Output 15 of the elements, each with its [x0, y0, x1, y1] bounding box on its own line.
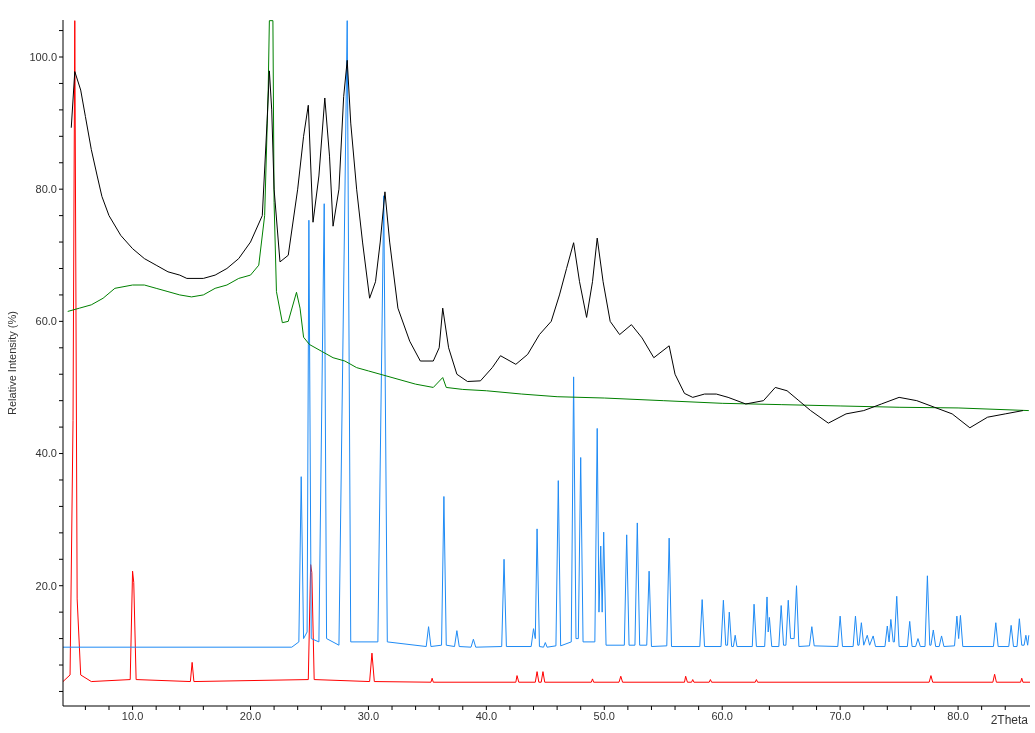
x-tick-label: 30.0: [357, 709, 380, 722]
x-tick-label: 70.0: [829, 709, 851, 722]
x-tick-label: 20.0: [239, 709, 262, 722]
y-tick-label: 80.0: [35, 183, 57, 196]
x-tick-label: 10.0: [121, 709, 144, 722]
y-tick-label: 60.0: [35, 315, 57, 328]
y-tick-label: 40.0: [35, 447, 57, 460]
y-tick-label: 20.0: [35, 579, 57, 592]
x-tick-label: 60.0: [711, 709, 733, 722]
x-tick-label: 50.0: [593, 709, 615, 722]
x-axis-title: 2Theta: [990, 713, 1029, 727]
y-axis-title: Relative Intensity (%): [5, 311, 18, 415]
x-tick-label: 80.0: [947, 709, 969, 722]
x-tick-label: 40.0: [475, 709, 498, 722]
y-tick-label: 100.0: [29, 50, 57, 63]
